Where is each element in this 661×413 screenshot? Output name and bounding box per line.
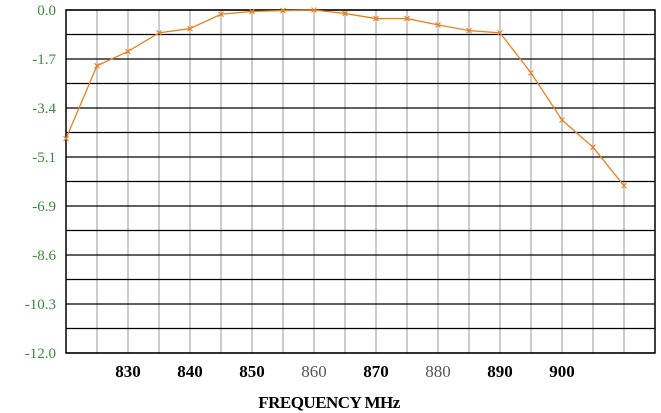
data-point-marker [466, 27, 472, 34]
data-point-marker [218, 11, 224, 18]
data-point-marker [94, 62, 100, 69]
x-tick-label: 830 [115, 362, 141, 381]
y-axis-ticks: 0.0 -1.7 -3.4 -5.1 -6.9 -8.6 -10.3 -12.0 [25, 3, 57, 362]
data-point-marker [497, 29, 503, 36]
data-point-marker [125, 48, 131, 55]
data-point-marker [559, 117, 565, 123]
x-tick-label: 850 [239, 362, 265, 381]
plot-frame [65, 9, 656, 354]
y-tick-label: 0.0 [37, 3, 56, 19]
data-point-marker [342, 10, 348, 17]
data-point-marker [249, 8, 255, 15]
data-point-marker [311, 7, 317, 13]
y-tick-label: -3.4 [32, 101, 56, 117]
x-tick-label: 870 [363, 362, 389, 381]
data-point-marker [435, 21, 441, 28]
x-axis-ticks: 830 840 850 860 870 880 890 900 [115, 362, 575, 381]
grid-layer [65, 9, 656, 354]
x-tick-label: 890 [487, 362, 513, 381]
y-tick-label: -8.6 [32, 248, 56, 264]
data-point-marker [621, 182, 627, 189]
data-point-marker [280, 7, 286, 14]
data-point-marker [404, 15, 410, 22]
x-tick-label: 860 [301, 362, 327, 381]
data-point-marker [373, 15, 379, 22]
data-point-marker [63, 135, 69, 142]
data-point-marker [528, 69, 534, 76]
y-tick-label: -1.7 [32, 52, 56, 68]
y-tick-label: -5.1 [32, 150, 56, 166]
data-point-marker [187, 25, 193, 32]
x-axis-label: FREQUENCY MHz [258, 393, 401, 412]
x-tick-label: 900 [549, 362, 575, 381]
y-tick-label: -10.3 [25, 297, 56, 313]
data-point-marker [590, 144, 596, 151]
x-tick-label: 880 [425, 362, 451, 381]
data-point-marker [156, 29, 162, 36]
x-tick-label: 840 [177, 362, 203, 381]
y-tick-label: -6.9 [32, 199, 56, 215]
series-layer [63, 7, 627, 189]
y-tick-label: -12.0 [25, 346, 56, 362]
